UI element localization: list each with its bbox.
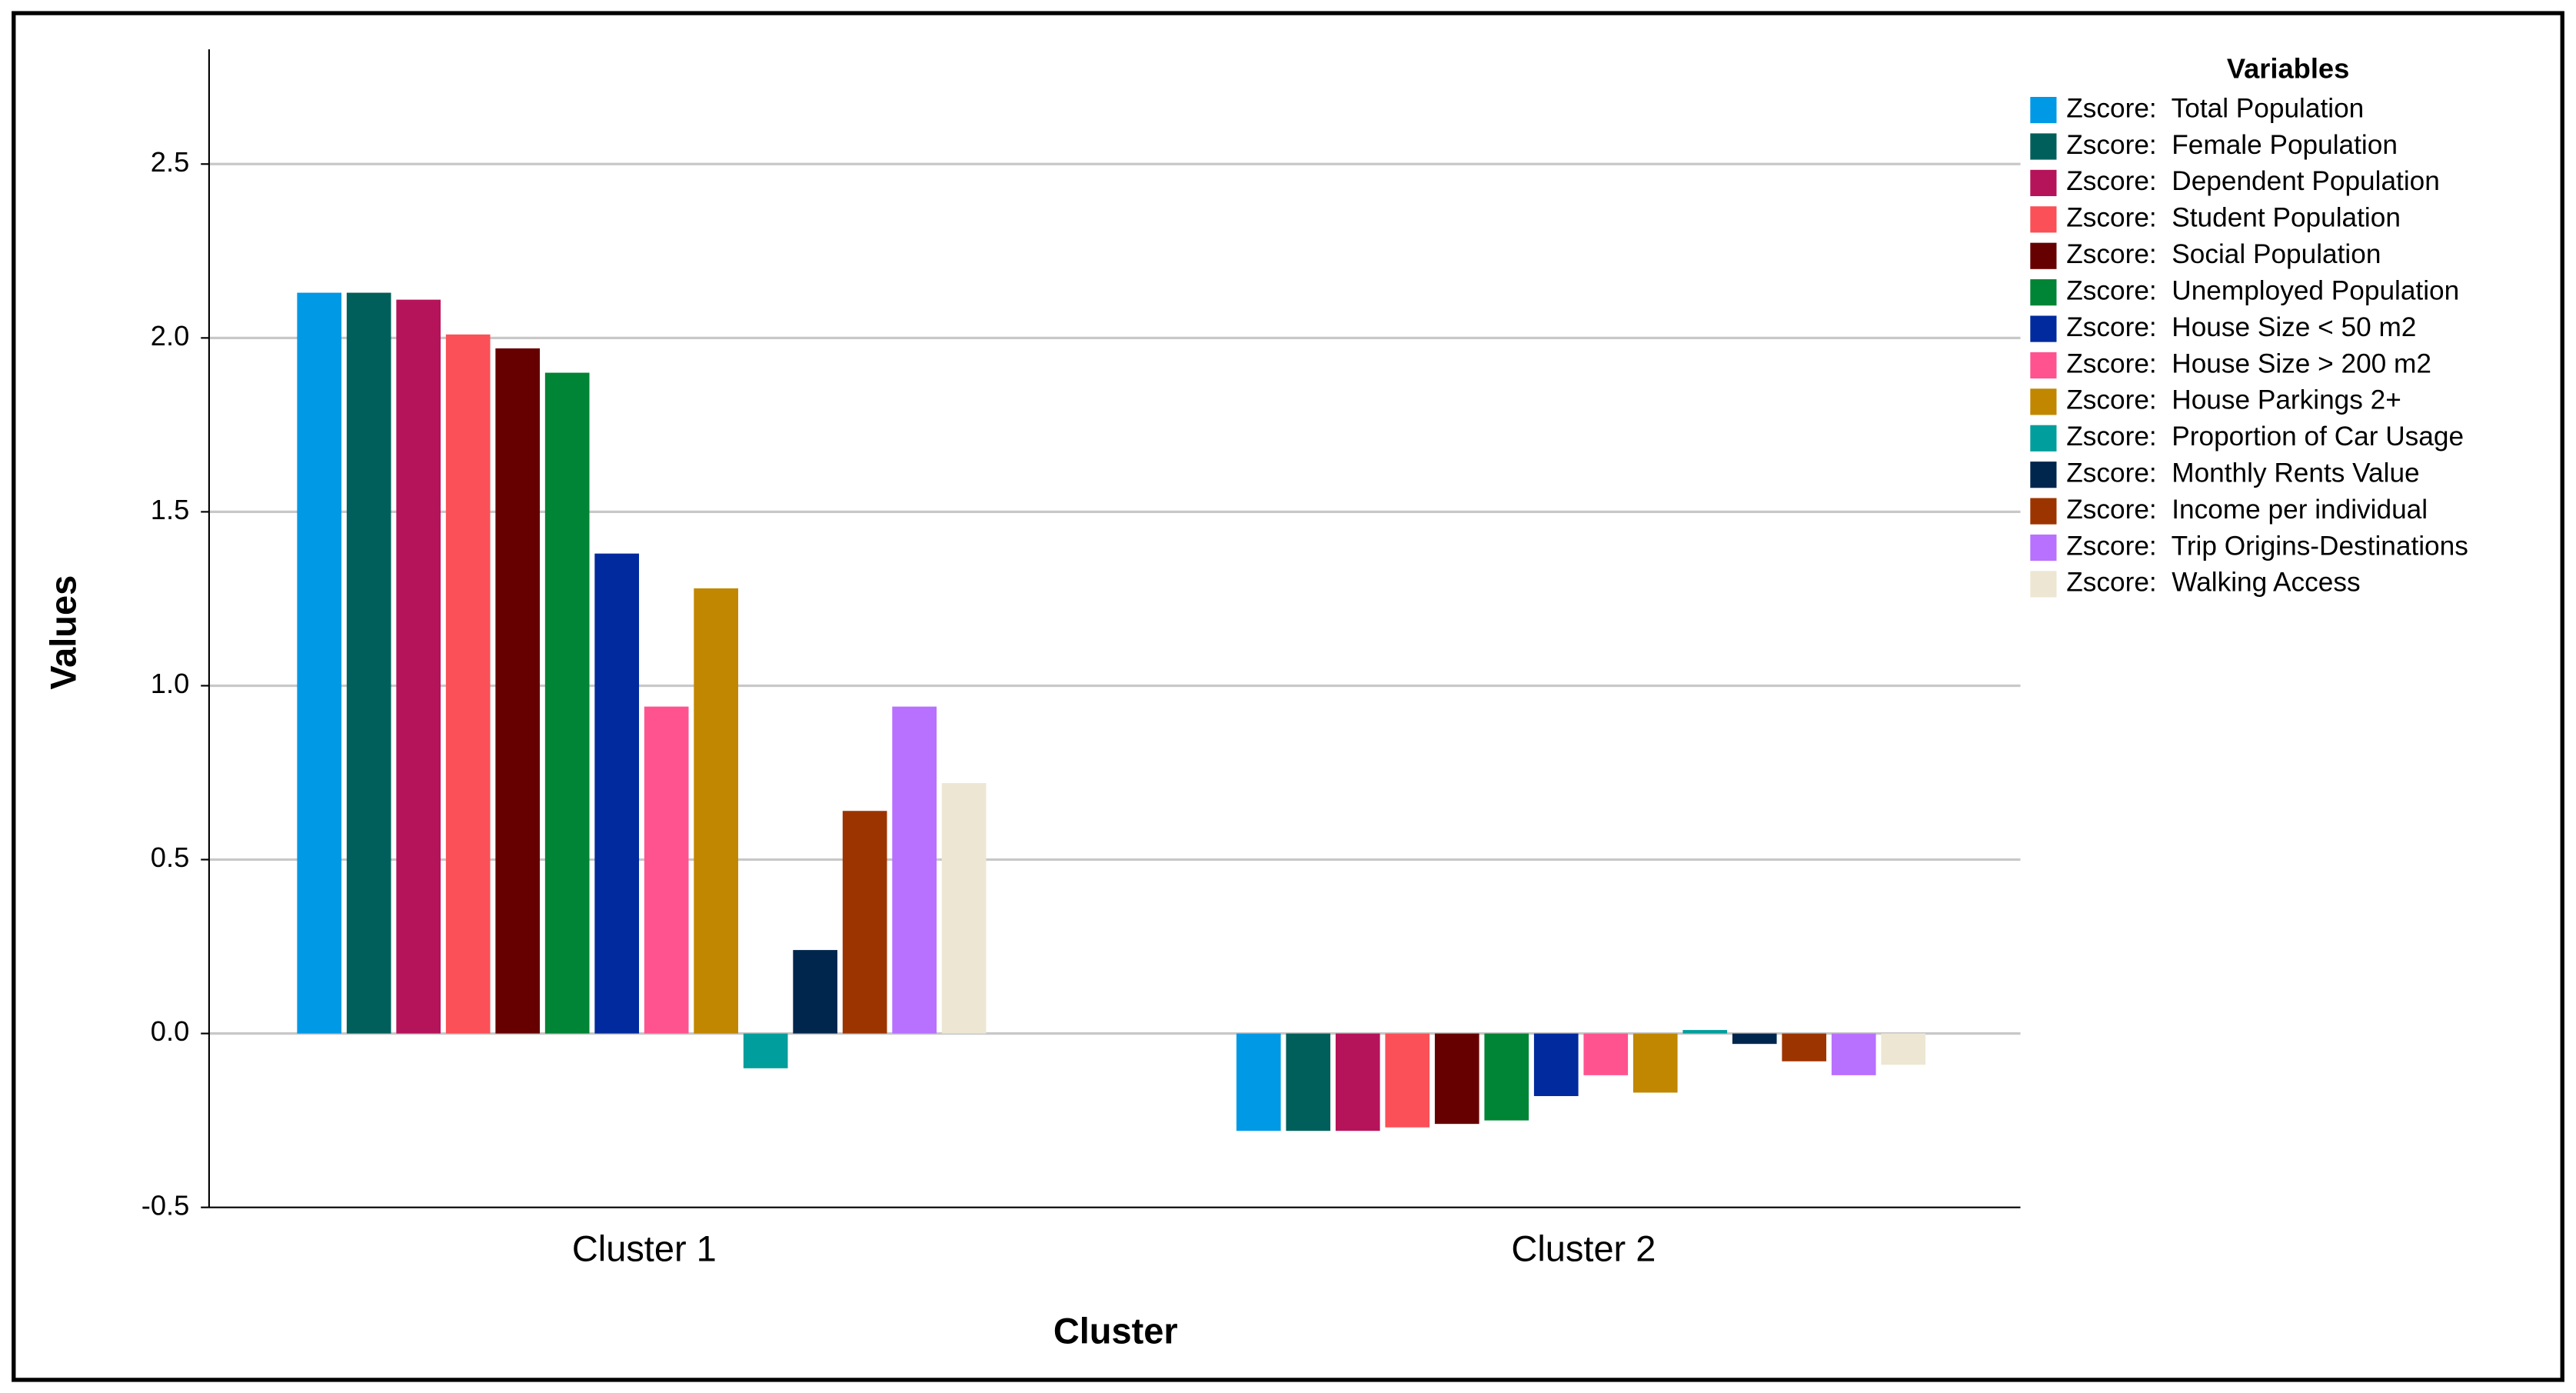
y-tick-label: 1.5	[151, 494, 189, 525]
bar	[1732, 1033, 1777, 1045]
bar	[1335, 1033, 1380, 1131]
bar	[1236, 1033, 1281, 1131]
legend-swatch	[2030, 206, 2057, 233]
y-tick-label: -0.5	[141, 1189, 190, 1221]
legend-swatch	[2030, 462, 2057, 488]
bar	[644, 706, 689, 1034]
legend-swatch	[2030, 388, 2057, 415]
bar	[1484, 1033, 1529, 1121]
bar	[1632, 1033, 1678, 1093]
bar	[297, 292, 342, 1034]
bar	[694, 588, 738, 1034]
x-tick-label: Cluster 1	[572, 1228, 717, 1269]
y-axis-title: Values	[43, 575, 84, 690]
legend-label: Zscore: Total Population	[2066, 93, 2364, 123]
legend-label: Zscore: House Parkings 2+	[2066, 385, 2401, 415]
bar	[346, 292, 391, 1034]
bar	[793, 950, 837, 1034]
bar	[743, 1033, 788, 1068]
legend-label: Zscore: Monthly Rents Value	[2066, 458, 2419, 488]
bar	[445, 334, 491, 1034]
legend-label: Zscore: House Size < 50 m2	[2066, 312, 2416, 342]
legend-label: Zscore: Unemployed Population	[2066, 275, 2459, 305]
legend-swatch	[2030, 97, 2057, 124]
bar	[1434, 1033, 1479, 1125]
y-tick-label: 1.0	[151, 668, 189, 699]
legend-label: Zscore: Proportion of Car Usage	[2066, 422, 2464, 452]
legend-swatch	[2030, 534, 2057, 562]
legend-label: Zscore: Income per individual	[2066, 495, 2428, 525]
legend-label: Zscore: House Size > 200 m2	[2066, 348, 2431, 378]
legend-label: Zscore: Dependent Population	[2066, 166, 2440, 196]
legend-swatch	[2030, 425, 2057, 452]
legend-label: Zscore: Student Population	[2066, 203, 2401, 233]
bar	[1533, 1033, 1579, 1096]
frame	[12, 11, 2564, 1382]
x-axis-title: Cluster	[1053, 1311, 1178, 1351]
bar	[941, 783, 987, 1034]
y-tick-label: 2.0	[151, 320, 189, 352]
legend-swatch	[2030, 133, 2057, 160]
legend-swatch	[2030, 169, 2057, 196]
legend-swatch	[2030, 315, 2057, 342]
bar	[594, 553, 640, 1034]
legend-label: Zscore: Female Population	[2066, 130, 2398, 160]
x-tick-label: Cluster 2	[1511, 1228, 1656, 1269]
y-tick-label: 2.5	[151, 146, 189, 178]
y-tick-label: 0.5	[151, 841, 189, 873]
bar	[892, 706, 937, 1034]
bar	[495, 348, 541, 1034]
bar	[544, 372, 590, 1034]
legend-label: Zscore: Walking Access	[2066, 568, 2360, 598]
y-tick-label: 0.0	[151, 1015, 189, 1047]
legend-swatch	[2030, 352, 2057, 379]
legend-swatch	[2030, 571, 2057, 598]
bar	[1782, 1033, 1827, 1061]
bar	[1583, 1033, 1629, 1075]
legend-swatch	[2030, 498, 2057, 525]
legend-swatch	[2030, 242, 2057, 269]
legend-label: Zscore: Trip Origins-Destinations	[2066, 531, 2468, 561]
bar	[1286, 1033, 1331, 1131]
bar	[842, 811, 887, 1034]
bar	[1881, 1033, 1926, 1065]
bar	[1831, 1033, 1876, 1075]
legend-label: Zscore: Social Population	[2066, 239, 2381, 269]
bar	[1682, 1030, 1728, 1034]
bar	[1385, 1033, 1430, 1128]
bar	[396, 299, 441, 1034]
legend-swatch	[2030, 279, 2057, 306]
legend-title: Variables	[2227, 52, 2349, 84]
